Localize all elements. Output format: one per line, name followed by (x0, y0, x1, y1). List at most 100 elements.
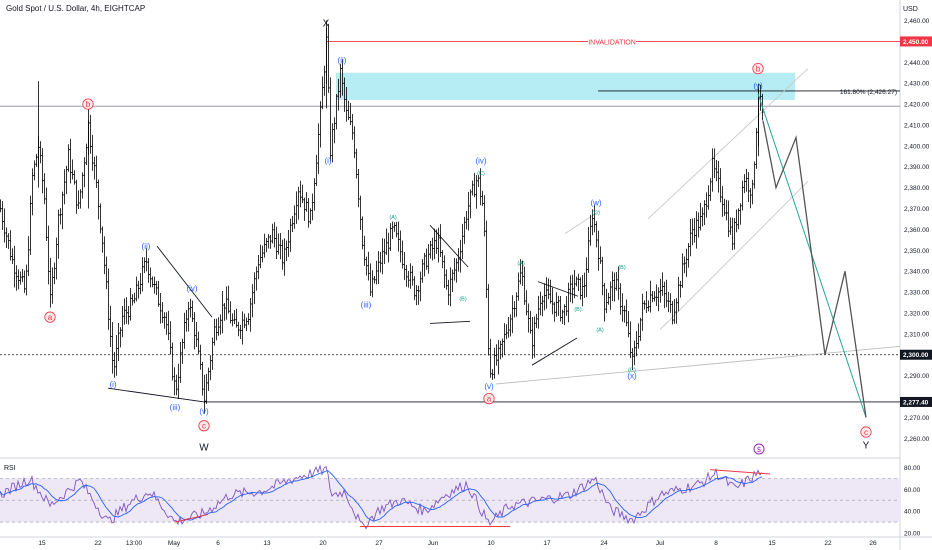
rsi-divergence-line (174, 513, 209, 523)
time-tick-label: Jun (428, 540, 439, 547)
price-badge-label: 2,300.00 (903, 352, 929, 359)
wave-label-blue: (iv) (475, 156, 486, 165)
wave-label-teal: (A) (389, 215, 397, 221)
time-tick-label: 8 (714, 540, 718, 547)
wave-label-circle (483, 393, 495, 405)
wave-label-plain: X (323, 19, 330, 30)
rsi-tick-label: 40.00 (904, 509, 921, 516)
price-tick-label: 2,380.00 (904, 185, 930, 192)
price-tick-label: 2,430.00 (904, 81, 930, 88)
price-badge (900, 396, 932, 407)
wedge-lower-line (107, 387, 205, 403)
price-badge-label: 2,450.00 (903, 39, 929, 46)
event-marker-icon (753, 443, 765, 455)
projection-line (762, 120, 867, 418)
price-axis[interactable]: 2,460.00 2,440.00 2,430.00 2,420.00 2,410.00… (900, 18, 932, 443)
price-tick-label: 2,400.00 (904, 143, 930, 150)
rsi-tick-label: 80.00 (904, 465, 921, 472)
wave-label-circle (198, 420, 210, 432)
event-marker-glyph: $ (757, 447, 761, 454)
price-tick-label: 2,350.00 (904, 248, 930, 255)
price-tick-label: 2,460.00 (904, 18, 930, 25)
wave-label-teal: (C) (592, 211, 600, 217)
price-tick-label: 2,360.00 (904, 227, 930, 234)
wave-label-circle (82, 98, 94, 110)
wave-label-teal: (A) (517, 261, 525, 267)
wave-label-teal: (B) (574, 307, 582, 313)
rsi-line (0, 464, 763, 530)
rsi-label: RSI (4, 465, 16, 472)
price-tick-label: 2,390.00 (904, 164, 930, 171)
currency-label: USD (903, 6, 918, 13)
time-tick-label: 6 (216, 540, 220, 547)
wave-label-red: a (48, 313, 53, 322)
candles (0, 20, 764, 414)
time-tick-label: May (168, 540, 181, 547)
wave-label-plain: Y (863, 441, 870, 452)
price-tick-label: 2,320.00 (904, 310, 930, 317)
wave-labels: X W Yb a c a b c (i) (ii) (iii) (iv) (v) (i) (ii) (iii)… (44, 19, 872, 455)
time-axis[interactable]: 15 22 13:00 May 6 13 20 27 Jun 10 17 24 Jul 8 15 22 26 (38, 540, 877, 547)
wave-label-blue: (ii) (338, 56, 347, 65)
time-tick-label: Jul (656, 540, 665, 547)
time-tick-label: 13:00 (126, 540, 143, 547)
wave-label-red: b (756, 64, 761, 73)
wave-label-blue: (i) (109, 380, 116, 389)
time-tick-label: 22 (824, 540, 832, 547)
wave-label-circle (44, 311, 56, 323)
price-tick-label: 2,370.00 (904, 206, 930, 213)
price-tick-label: 2,440.00 (904, 60, 930, 67)
wave-label-plain: W (199, 443, 209, 454)
price-tick-label: 2,330.00 (904, 290, 930, 297)
wave-label-blue: (x) (627, 372, 637, 381)
time-tick-label: 13 (263, 540, 271, 547)
time-tick-label: 22 (94, 540, 102, 547)
price-tick-label: 2,410.00 (904, 122, 930, 129)
rsi-ma-line (0, 470, 763, 522)
wave-label-blue: (y) (753, 81, 763, 90)
time-tick-label: 26 (869, 540, 877, 547)
wave-label-blue: (i) (324, 156, 331, 165)
wave-label-circle (860, 426, 872, 438)
time-tick-label: 15 (38, 540, 46, 547)
wave-label-blue: (w) (590, 198, 601, 207)
price-badge (900, 349, 932, 360)
channel-upper-line (647, 68, 809, 220)
channel-lower-line (659, 181, 809, 330)
wave-label-circle (752, 62, 764, 75)
price-badge-label: 2,277.40 (903, 399, 929, 406)
price-tick-label: 2,310.00 (904, 331, 930, 338)
price-tick-label: 2,260.00 (904, 436, 930, 443)
time-tick-label: 20 (319, 540, 327, 547)
fib-label: 161.80% (2,426.27) (840, 89, 897, 96)
wave-label-teal: (A) (596, 328, 604, 334)
wave-label-blue: (iv) (186, 284, 197, 293)
rsi-tick-label: 60.00 (904, 487, 921, 494)
triangle-lower-line (429, 320, 471, 324)
time-tick-label: 15 (768, 540, 776, 547)
time-tick-label: 17 (543, 540, 551, 547)
time-tick-label: 24 (600, 540, 608, 547)
rsi-tick-label: 20.00 (904, 531, 921, 538)
invalidation-label: INVALIDATION (588, 39, 636, 46)
wave-label-red: c (864, 428, 868, 437)
wave-label-blue: (v) (199, 407, 209, 416)
price-tick-label: 2,340.00 (904, 269, 930, 276)
wave-label-red: a (487, 394, 492, 403)
time-tick-label: 27 (375, 540, 383, 547)
symbol-title: Gold Spot / U.S. Dollar, 4h, EIGHTCAP (6, 4, 146, 13)
wave-label-blue: (iii) (361, 301, 372, 310)
price-tick-label: 2,270.00 (904, 415, 930, 422)
wave-label-red: c (202, 422, 206, 431)
time-tick-label: 10 (487, 540, 495, 547)
flag-lower-line (531, 337, 578, 366)
wave-label-blue: (v) (484, 382, 494, 391)
projection-path (757, 93, 867, 418)
wave-label-teal: (B) (618, 265, 626, 271)
wave-label-blue: (ii) (142, 242, 151, 251)
invalidation-label-bg (588, 36, 636, 47)
wedge-upper-line (156, 245, 213, 318)
horizontal-levels: INVALIDATION 161.80% (2,426.27) (0, 36, 900, 403)
rsi-pane: RSI 80.00 60.00 40.00 20.00 (0, 464, 921, 538)
